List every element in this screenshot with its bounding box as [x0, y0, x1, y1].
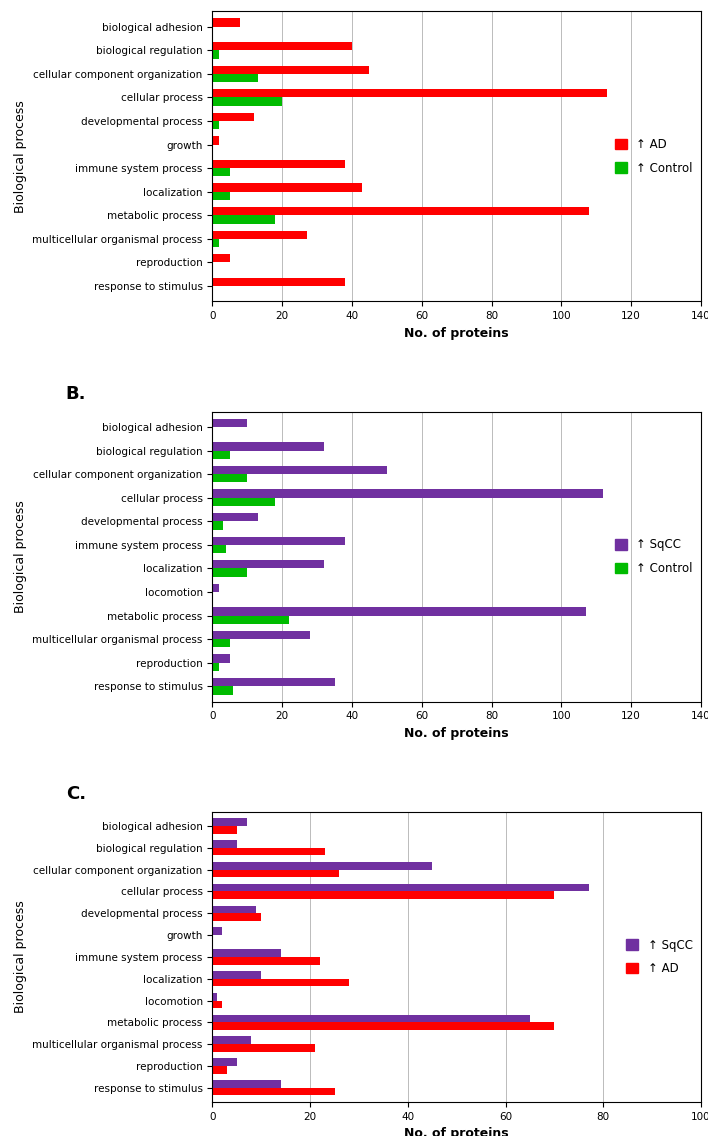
- Bar: [212, 608, 586, 616]
- Bar: [212, 616, 289, 624]
- Bar: [212, 862, 432, 870]
- Bar: [212, 818, 246, 826]
- Bar: [212, 662, 219, 671]
- Bar: [212, 112, 254, 122]
- Legend: ↑ SqCC, ↑ AD: ↑ SqCC, ↑ AD: [624, 936, 695, 978]
- Bar: [212, 678, 334, 686]
- Bar: [212, 1044, 315, 1052]
- Bar: [212, 466, 387, 474]
- Bar: [212, 640, 230, 648]
- Bar: [212, 122, 219, 130]
- Bar: [212, 231, 307, 239]
- Bar: [212, 950, 281, 957]
- X-axis label: No. of proteins: No. of proteins: [404, 1127, 509, 1136]
- Text: C.: C.: [66, 785, 86, 803]
- Bar: [212, 654, 230, 662]
- Bar: [212, 884, 588, 892]
- Legend: ↑ AD, ↑ Control: ↑ AD, ↑ Control: [612, 135, 695, 177]
- Bar: [212, 584, 219, 592]
- Bar: [212, 50, 219, 59]
- Bar: [212, 905, 256, 913]
- Bar: [212, 927, 222, 935]
- Bar: [212, 136, 219, 144]
- Bar: [212, 184, 362, 192]
- Bar: [212, 90, 607, 98]
- Bar: [212, 957, 320, 964]
- Bar: [212, 66, 370, 74]
- Bar: [212, 160, 345, 168]
- Bar: [212, 451, 230, 459]
- Bar: [212, 686, 234, 694]
- Bar: [212, 74, 258, 82]
- Bar: [212, 847, 325, 855]
- Y-axis label: Biological process: Biological process: [13, 500, 27, 613]
- Bar: [212, 560, 324, 568]
- Bar: [212, 993, 217, 1001]
- Bar: [212, 826, 236, 834]
- Bar: [212, 474, 247, 483]
- Bar: [212, 513, 258, 521]
- Y-axis label: Biological process: Biological process: [13, 901, 27, 1013]
- Bar: [212, 1066, 227, 1074]
- Bar: [212, 1088, 335, 1095]
- Bar: [212, 419, 247, 427]
- Bar: [212, 892, 554, 899]
- Bar: [212, 1001, 222, 1008]
- Bar: [212, 630, 310, 640]
- Bar: [212, 979, 349, 986]
- X-axis label: No. of proteins: No. of proteins: [404, 327, 509, 340]
- Bar: [212, 1022, 554, 1030]
- Bar: [212, 216, 275, 224]
- Bar: [212, 278, 345, 286]
- Bar: [212, 870, 339, 877]
- Bar: [212, 192, 230, 200]
- Bar: [212, 521, 223, 529]
- Text: A.: A.: [66, 0, 87, 2]
- Bar: [212, 239, 219, 248]
- Text: B.: B.: [66, 385, 86, 403]
- X-axis label: No. of proteins: No. of proteins: [404, 727, 509, 740]
- Bar: [212, 498, 275, 506]
- Bar: [212, 207, 589, 216]
- Bar: [212, 1059, 236, 1066]
- Bar: [212, 841, 236, 847]
- Bar: [212, 536, 345, 545]
- Bar: [212, 971, 261, 979]
- Bar: [212, 254, 230, 262]
- Bar: [212, 98, 282, 106]
- Legend: ↑ SqCC, ↑ Control: ↑ SqCC, ↑ Control: [612, 536, 695, 577]
- Bar: [212, 568, 247, 577]
- Bar: [212, 913, 261, 921]
- Bar: [212, 442, 324, 451]
- Y-axis label: Biological process: Biological process: [13, 100, 27, 212]
- Bar: [212, 490, 603, 498]
- Bar: [212, 545, 227, 553]
- Bar: [212, 18, 240, 26]
- Bar: [212, 168, 230, 176]
- Bar: [212, 42, 352, 50]
- Bar: [212, 1014, 530, 1022]
- Bar: [212, 1036, 251, 1044]
- Bar: [212, 1080, 281, 1088]
